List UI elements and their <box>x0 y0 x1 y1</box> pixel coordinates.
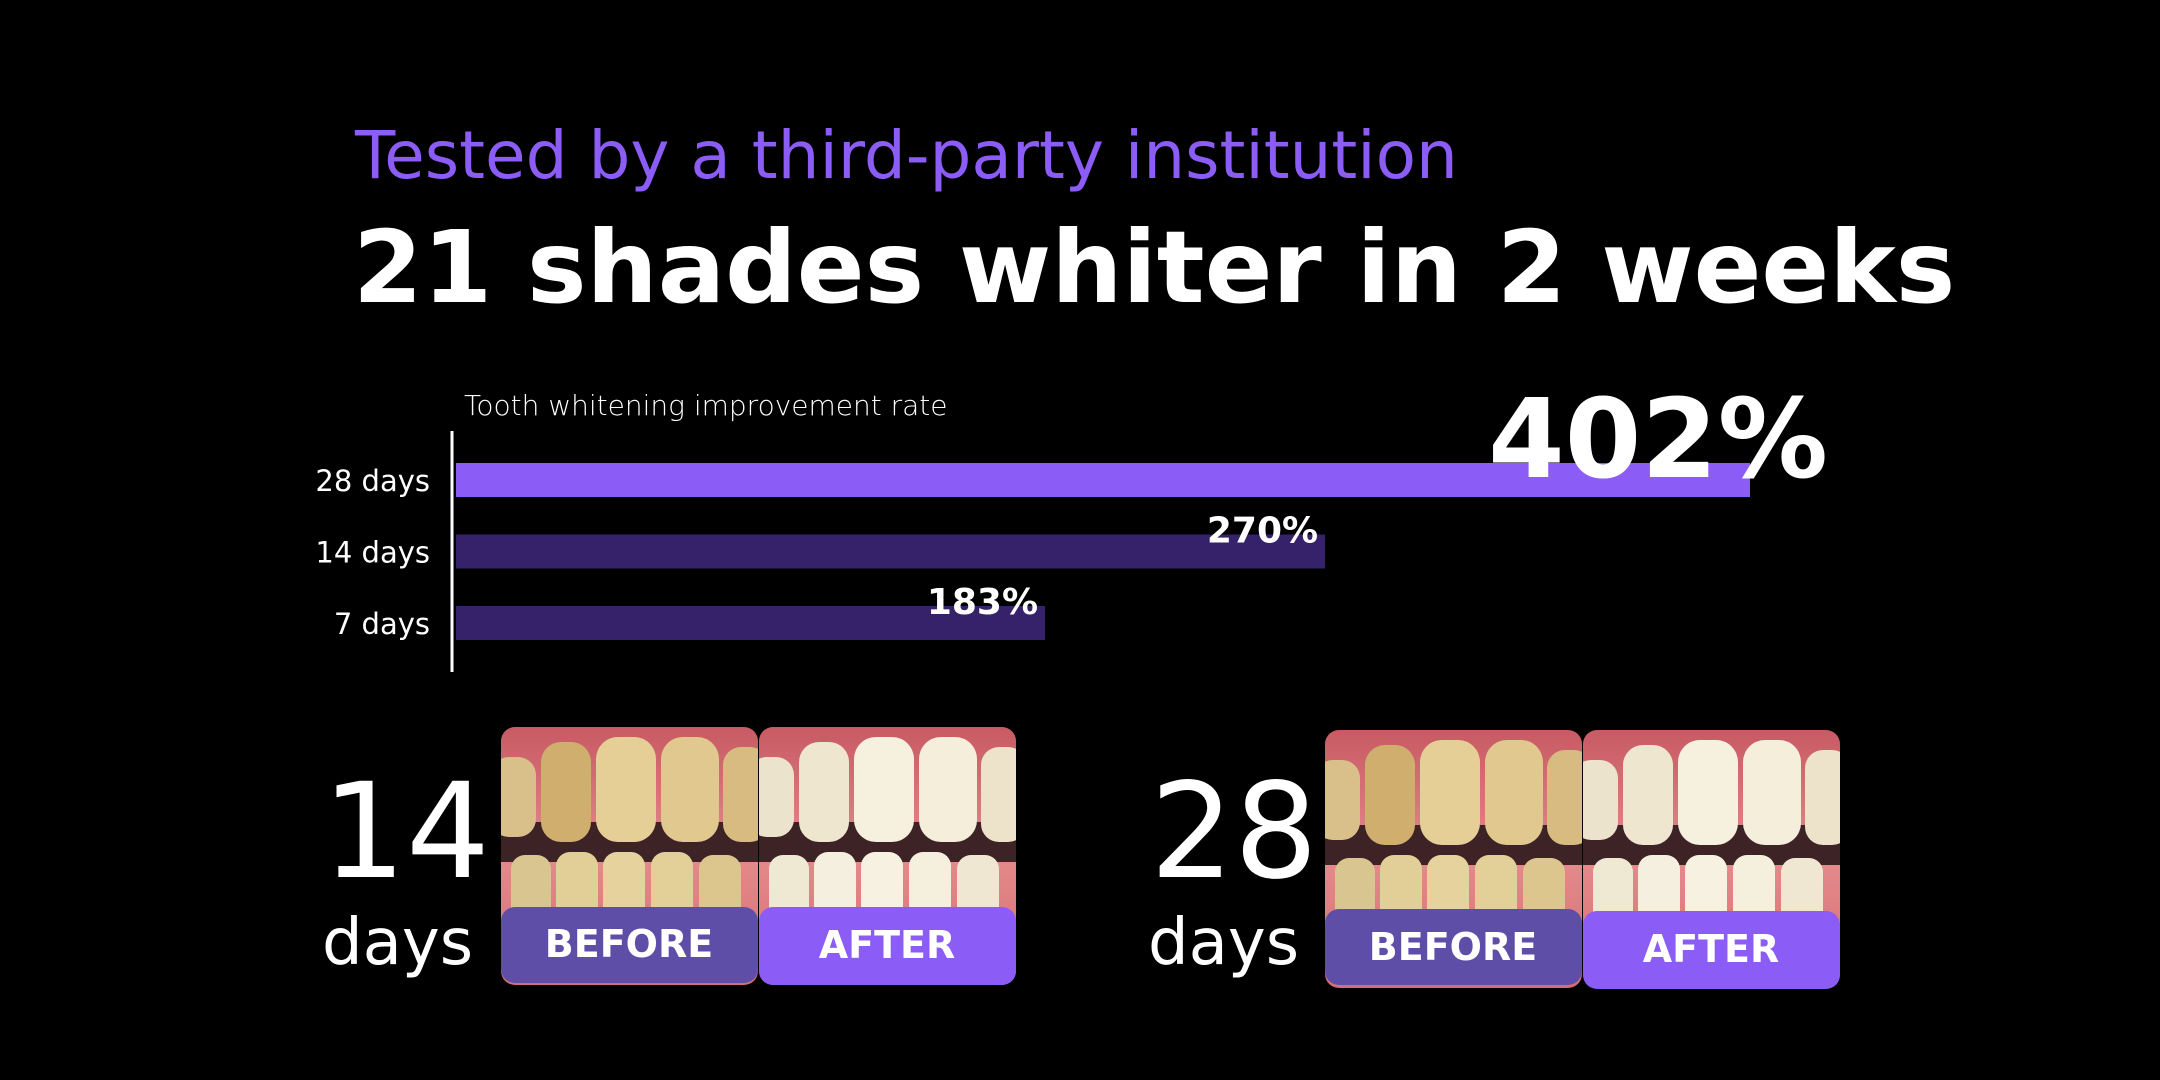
bar <box>456 534 1326 569</box>
day-unit: days <box>1148 906 1299 980</box>
before-tag <box>501 907 758 983</box>
category-label: 14 days <box>315 536 430 570</box>
day-number: 28 <box>1150 755 1318 909</box>
after-tag <box>1583 911 1840 989</box>
day-unit: days <box>322 906 473 980</box>
comparison: 14 days BEFORE AFTER <box>322 727 1016 985</box>
chart-title: Tooth whitening improvement rate <box>464 389 948 422</box>
bar <box>456 463 1750 497</box>
category-label: 28 days <box>315 464 430 498</box>
day-number: 14 <box>322 755 490 909</box>
before-label: BEFORE <box>545 922 713 966</box>
value-label: 402% <box>1488 375 1828 503</box>
comparison: 28 days BEFORE AFTER <box>1148 730 1840 989</box>
after-tag <box>759 907 1016 985</box>
value-label: 183% <box>927 582 1038 623</box>
after-label: AFTER <box>819 923 956 967</box>
bars: 28 days 402% 14 days 270% 7 days 183% <box>315 375 1828 641</box>
bar <box>456 606 1046 640</box>
value-label: 270% <box>1207 511 1318 552</box>
before-tag <box>1325 909 1582 985</box>
category-label: 7 days <box>334 607 430 641</box>
before-label: BEFORE <box>1369 925 1537 969</box>
headline: 21 shades whiter in 2 weeks <box>353 209 1955 326</box>
subtitle: Tested by a third-party institution <box>354 117 1458 194</box>
after-label: AFTER <box>1643 927 1780 971</box>
